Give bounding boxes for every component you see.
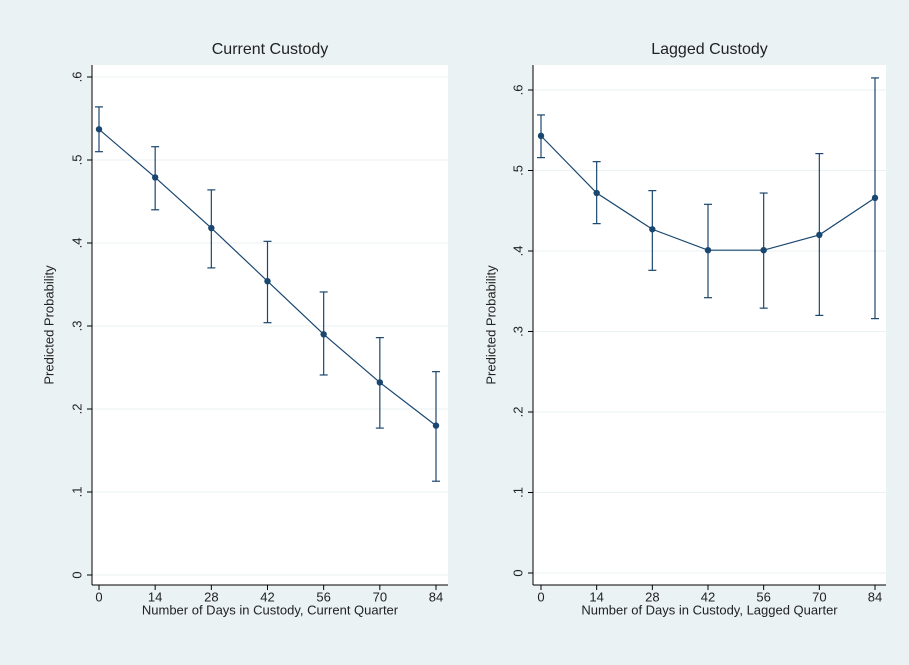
point — [432, 422, 440, 429]
x-tick-label: 14 — [589, 589, 603, 604]
plot-area — [92, 65, 448, 585]
chart-title: Current Custody — [212, 41, 329, 58]
x-tick-label: 56 — [316, 589, 330, 604]
x-tick-label: 28 — [204, 589, 218, 604]
y-tick-label: .6 — [69, 72, 84, 83]
point — [95, 126, 103, 133]
x-tick-label: 42 — [260, 589, 274, 604]
x-tick-label: 70 — [373, 589, 387, 604]
y-tick-label: .5 — [69, 155, 84, 166]
x-tick-label: 56 — [756, 589, 770, 604]
x-tick-label: 0 — [95, 589, 102, 604]
point — [320, 331, 327, 338]
point — [816, 231, 823, 239]
y-tick-label: 0 — [69, 571, 84, 578]
x-tick-label: 84 — [868, 589, 882, 604]
point — [264, 277, 271, 285]
x-tick-label: 42 — [701, 589, 715, 604]
x-tick-label: 84 — [429, 589, 443, 604]
plot-area — [533, 65, 886, 585]
x-tick-label: 28 — [645, 589, 659, 604]
y-tick-label: .6 — [510, 85, 525, 96]
chart-title: Lagged Custody — [651, 41, 768, 58]
point — [704, 246, 712, 254]
y-tick-label: .5 — [510, 165, 525, 176]
point — [871, 194, 879, 202]
y-axis-label: Predicted Probability — [483, 265, 498, 385]
point — [649, 226, 656, 233]
y-tick-label: .1 — [510, 487, 525, 498]
y-tick-label: .3 — [69, 321, 84, 332]
x-axis-label: Number of Days in Custody, Current Quart… — [142, 602, 399, 617]
point — [537, 132, 545, 140]
y-tick-label: .1 — [69, 487, 84, 498]
point — [593, 189, 600, 197]
point — [376, 379, 384, 386]
y-tick-label: .3 — [510, 326, 525, 337]
y-tick-label: .2 — [69, 404, 84, 415]
y-tick-label: .4 — [69, 238, 84, 249]
y-tick-label: 0 — [510, 569, 525, 576]
y-tick-label: .2 — [510, 407, 525, 418]
point — [760, 246, 767, 254]
x-tick-label: 70 — [812, 589, 826, 604]
x-tick-label: 0 — [537, 589, 544, 604]
point — [151, 174, 159, 181]
x-axis-label: Number of Days in Custody, Lagged Quarte… — [581, 602, 838, 617]
y-tick-label: .4 — [510, 246, 525, 257]
x-tick-label: 14 — [148, 589, 162, 604]
point — [208, 224, 215, 232]
y-axis-label: Predicted Probability — [41, 265, 56, 385]
